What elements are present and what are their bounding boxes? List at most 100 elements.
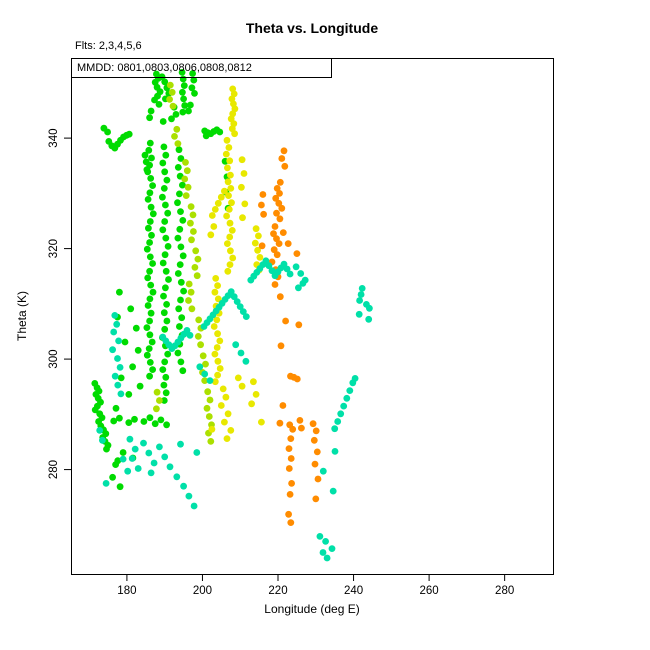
data-point-green: [149, 366, 157, 373]
data-point-yellow: [254, 246, 261, 254]
data-point-green: [104, 128, 111, 136]
data-point-turquoise: [145, 449, 153, 457]
data-point-yellow: [239, 214, 246, 222]
data-point-green: [163, 176, 171, 184]
data-point-green: [161, 168, 169, 176]
data-point-yellow-green: [183, 167, 191, 175]
chart-title: Theta vs. Longitude: [245, 20, 379, 36]
data-point-green: [143, 324, 151, 331]
data-point-orange: [313, 448, 321, 456]
data-point-yellow-green: [188, 305, 196, 313]
data-point-yellow-green: [182, 192, 190, 200]
data-point-green: [158, 73, 166, 81]
data-point-turquoise: [351, 375, 359, 382]
data-point-orange: [287, 435, 295, 442]
data-point-green: [149, 210, 157, 218]
data-point-orange: [276, 215, 284, 223]
data-point-yellow: [227, 427, 235, 434]
data-point-yellow-green: [190, 228, 197, 235]
plot-border: [71, 58, 554, 575]
data-point-green: [141, 151, 149, 159]
data-point-orange: [280, 147, 288, 155]
data-point-orange: [275, 240, 283, 248]
data-point-yellow-green: [194, 255, 202, 263]
data-point-green: [179, 252, 187, 260]
data-point-green: [119, 449, 127, 456]
data-point-yellow-green: [193, 272, 201, 280]
data-point-green: [163, 421, 171, 429]
data-point-yellow: [227, 185, 235, 192]
data-point-green: [185, 107, 192, 115]
data-point-turquoise: [177, 440, 184, 448]
data-point-turquoise: [286, 270, 294, 278]
data-point-green: [114, 457, 122, 465]
data-point-yellow-green: [185, 280, 193, 288]
data-point-green: [174, 349, 182, 357]
data-point-turquoise: [322, 538, 329, 545]
data-point-yellow: [228, 199, 235, 207]
x-axis-label: Longitude (deg E): [264, 602, 360, 616]
data-point-turquoise: [357, 291, 365, 298]
data-point-yellow: [214, 330, 222, 338]
data-point-green: [149, 260, 157, 267]
data-point-orange: [278, 204, 286, 212]
data-point-green: [177, 208, 184, 216]
data-point-green: [147, 107, 155, 115]
data-point-orange: [312, 427, 320, 435]
data-point-green: [146, 372, 154, 380]
data-point-yellow: [227, 247, 234, 255]
data-point-turquoise: [185, 492, 193, 500]
data-point-yellow: [226, 261, 234, 268]
data-point-yellow-green: [171, 133, 178, 140]
data-point-turquoise: [237, 349, 245, 357]
data-point-orange: [295, 321, 303, 329]
data-point-turquoise: [319, 467, 327, 475]
data-point-turquoise: [355, 310, 363, 318]
data-point-yellow: [216, 365, 224, 372]
data-point-yellow: [226, 219, 234, 227]
data-point-green: [112, 404, 120, 412]
data-point-green: [179, 217, 187, 224]
data-point-yellow: [223, 212, 231, 220]
data-point-yellow-green: [202, 360, 209, 368]
data-point-turquoise: [280, 260, 288, 268]
data-point-green: [189, 70, 197, 77]
data-point-green: [160, 143, 168, 151]
data-point-yellow: [255, 232, 262, 240]
data-point-yellow-green: [187, 219, 194, 227]
data-point-yellow-green: [187, 203, 195, 211]
data-point-green: [168, 115, 175, 123]
data-point-turquoise: [337, 410, 345, 418]
x-tick-label: 240: [344, 585, 363, 597]
data-point-yellow: [226, 157, 234, 165]
data-point-yellow: [222, 393, 230, 401]
data-point-turquoise: [343, 394, 351, 402]
data-point-green: [145, 224, 152, 232]
data-point-green: [125, 391, 133, 398]
y-axis-label: Theta (K): [15, 290, 29, 342]
x-tick-label: 180: [117, 585, 136, 597]
data-point-green: [146, 267, 154, 275]
data-point-turquoise: [268, 267, 276, 275]
data-point-orange: [293, 375, 301, 383]
data-point-orange: [298, 424, 305, 432]
data-point-yellow-green: [181, 175, 189, 183]
data-point-yellow-green: [156, 397, 163, 404]
data-point-turquoise: [114, 381, 122, 389]
data-point-yellow: [211, 378, 219, 386]
data-point-turquoise: [331, 425, 339, 433]
data-point-green: [176, 190, 183, 198]
data-point-green: [129, 363, 137, 371]
data-point-turquoise: [329, 487, 337, 495]
data-point-green: [144, 302, 152, 309]
data-point-yellow-green: [199, 352, 207, 360]
data-point-yellow: [224, 178, 232, 186]
data-point-turquoise: [239, 308, 247, 315]
data-point-turquoise: [297, 270, 305, 277]
data-point-yellow-green: [166, 96, 174, 103]
data-point-yellow: [214, 199, 222, 207]
data-point-green: [174, 199, 181, 207]
data-point-green: [146, 295, 154, 303]
data-point-yellow: [224, 410, 232, 418]
data-point-yellow: [210, 323, 218, 330]
